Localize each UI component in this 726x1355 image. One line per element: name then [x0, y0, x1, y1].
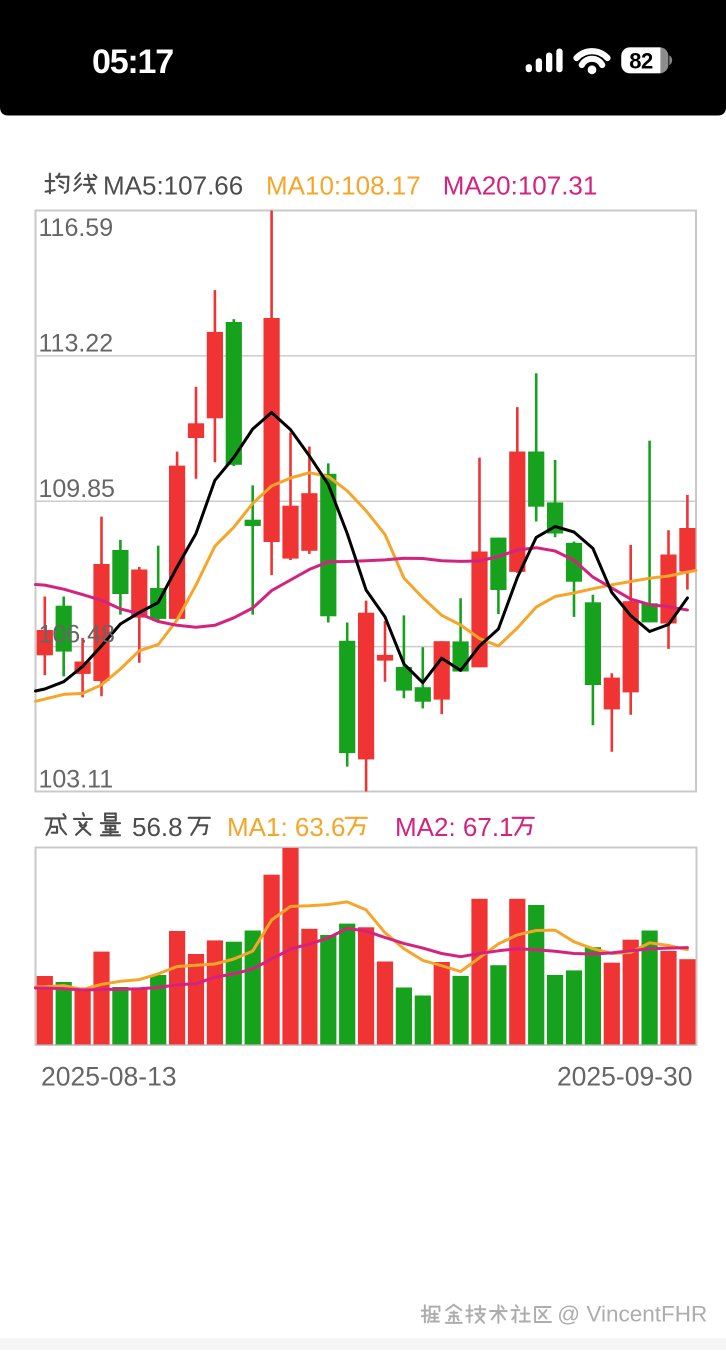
svg-text:106.48: 106.48	[39, 620, 115, 648]
svg-text:MA5:107.66: MA5:107.66	[103, 171, 243, 201]
svg-text:116.59: 116.59	[39, 214, 114, 242]
svg-text:@ VincentFHR: @ VincentFHR	[557, 1302, 707, 1327]
svg-text:05:17: 05:17	[92, 43, 173, 81]
svg-text:MA20:107.31: MA20:107.31	[443, 171, 598, 201]
svg-text:MA10:108.17: MA10:108.17	[266, 171, 421, 201]
svg-text:MA1: 63.6: MA1: 63.6	[227, 812, 346, 842]
svg-text:82: 82	[629, 49, 653, 74]
svg-text:MA2: 67.1: MA2: 67.1	[395, 812, 514, 842]
svg-text:2025-08-13: 2025-08-13	[41, 1062, 177, 1092]
svg-text:103.11: 103.11	[39, 766, 114, 794]
svg-text:113.22: 113.22	[39, 330, 114, 358]
svg-text:2025-09-30: 2025-09-30	[557, 1062, 693, 1092]
svg-text:109.85: 109.85	[39, 475, 115, 503]
svg-text:56.8: 56.8	[132, 812, 183, 842]
